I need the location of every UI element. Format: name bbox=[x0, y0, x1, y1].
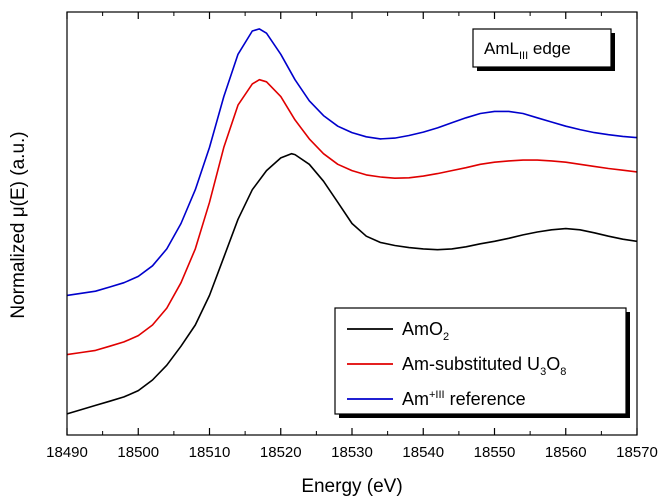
annotation-text: AmLIII edge bbox=[484, 39, 571, 62]
series-line-am_ref bbox=[66, 28, 638, 297]
legend-label: AmO2 bbox=[402, 319, 449, 343]
legend-label: Am+III reference bbox=[402, 389, 526, 409]
legend-box bbox=[334, 307, 627, 415]
x-tick-label: 18490 bbox=[46, 444, 88, 461]
x-axis-label: Energy (eV) bbox=[301, 476, 402, 497]
plot-frame bbox=[66, 11, 638, 436]
legend-entry-amo2: AmO2 bbox=[347, 319, 449, 343]
annotation-suffix: edge bbox=[528, 39, 571, 58]
annotation-subscript: III bbox=[519, 50, 528, 62]
y-axis-label: Normalized μ(E) (a.u.) bbox=[8, 131, 29, 318]
series-line-am_u3o8 bbox=[66, 78, 638, 356]
x-tick-label: 18510 bbox=[189, 444, 231, 461]
legend: AmO2 Am-substituted U3O8 Am+III reference bbox=[334, 307, 630, 418]
annotation-box bbox=[472, 28, 612, 68]
legend-entry-am_ref: Am+III reference bbox=[347, 389, 526, 409]
x-tick-label: 18570 bbox=[616, 444, 658, 461]
x-tick-label: 18540 bbox=[402, 444, 444, 461]
edge-annotation: AmLIII edge bbox=[472, 28, 615, 71]
x-tick-label: 18550 bbox=[474, 444, 516, 461]
x-tick-label: 18560 bbox=[545, 444, 587, 461]
annotation-base: AmL bbox=[484, 39, 519, 58]
series-line-amo2 bbox=[66, 152, 638, 415]
ticks-layer: 18490 18500 18510 18520 18530 18540 18550 18560… bbox=[46, 12, 658, 461]
x-tick-label: 18500 bbox=[117, 444, 159, 461]
x-tick-label: 18520 bbox=[260, 444, 302, 461]
legend-label: Am-substituted U3O8 bbox=[402, 354, 566, 378]
series-layer bbox=[66, 28, 638, 415]
legend-entry-am_u3o8: Am-substituted U3O8 bbox=[347, 354, 566, 378]
x-tick-label: 18530 bbox=[331, 444, 373, 461]
